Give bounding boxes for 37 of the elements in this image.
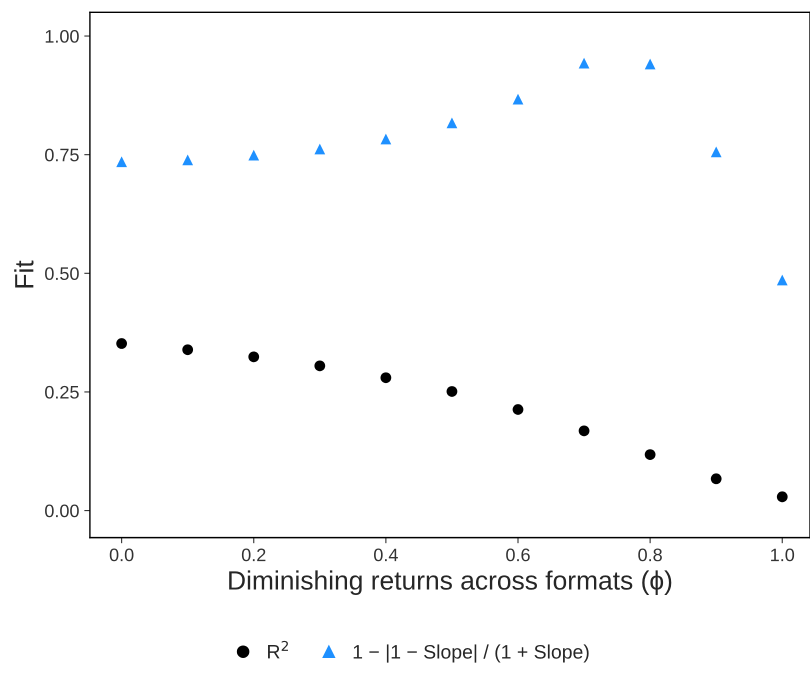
point bbox=[710, 146, 722, 158]
y-tick-label: 0.25 bbox=[45, 386, 79, 399]
point bbox=[446, 118, 458, 128]
legend-label: R$^{2}$ bbox=[268, 640, 288, 658]
y-tick-label: 0.00 bbox=[45, 504, 79, 518]
point bbox=[710, 473, 722, 484]
point bbox=[578, 58, 590, 68]
point bbox=[116, 156, 127, 168]
point bbox=[116, 338, 127, 349]
x-tick-label: 0.6 bbox=[506, 548, 530, 562]
x-tick-label: 0.4 bbox=[374, 548, 398, 562]
point bbox=[248, 150, 260, 161]
point bbox=[182, 154, 194, 166]
point bbox=[182, 344, 194, 356]
point bbox=[248, 351, 260, 362]
point bbox=[314, 360, 326, 372]
point bbox=[644, 58, 656, 70]
y-tick-label: 0.50 bbox=[45, 267, 79, 280]
point bbox=[644, 449, 656, 460]
y-axis-title: Fit bbox=[14, 260, 34, 288]
point bbox=[578, 425, 590, 436]
x-tick-label: 0.8 bbox=[638, 548, 662, 562]
x-tick-label: 0.0 bbox=[110, 548, 134, 562]
y-tick-label: 1.00 bbox=[46, 30, 79, 43]
x-tick-label: 1.0 bbox=[771, 548, 794, 562]
point bbox=[446, 386, 458, 397]
point bbox=[512, 404, 524, 415]
point bbox=[380, 372, 392, 384]
point bbox=[380, 134, 392, 144]
point bbox=[776, 274, 788, 286]
y-tick-label: 0.75 bbox=[45, 148, 79, 162]
x-axis-title: Diminishing returns across formats (ϕ) bbox=[229, 570, 672, 596]
point bbox=[314, 144, 326, 154]
legend-label: 1 − |1 − Slope| / (1 + Slope) bbox=[354, 644, 589, 663]
x-tick-label: 0.2 bbox=[242, 548, 266, 562]
point bbox=[512, 94, 524, 105]
point bbox=[776, 491, 788, 502]
